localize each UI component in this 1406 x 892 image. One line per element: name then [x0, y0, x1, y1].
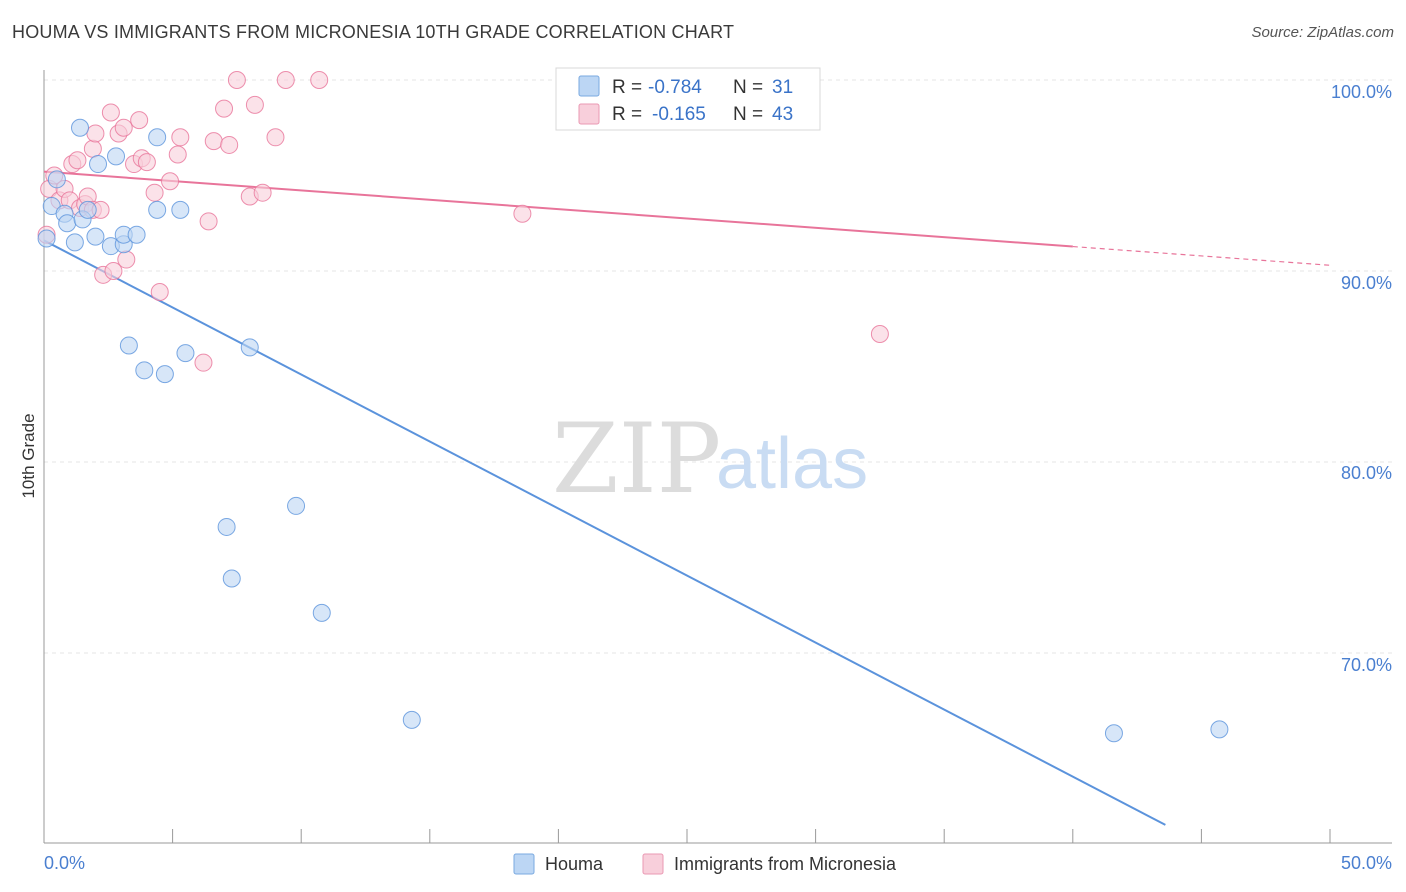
- point-micronesia: [101, 103, 120, 122]
- point-micronesia: [86, 124, 105, 143]
- point-houma: [119, 336, 138, 355]
- y-tick-label: 90.0%: [1341, 273, 1392, 293]
- point-micronesia: [171, 128, 190, 147]
- point-houma: [312, 603, 331, 622]
- legend-swatch-micronesia: [578, 103, 600, 125]
- gridlines: [44, 79, 1392, 654]
- point-houma: [89, 155, 108, 174]
- point-micronesia: [220, 135, 239, 154]
- x-tick-max: 50.0%: [1341, 853, 1392, 873]
- watermark-atlas: atlas: [716, 424, 868, 504]
- y-axis-label: 10th Grade: [19, 413, 38, 498]
- legend-bottom-swatch-micronesia[interactable]: [642, 853, 664, 875]
- y-tick-label: 100.0%: [1331, 82, 1392, 102]
- point-houma: [287, 496, 306, 515]
- point-micronesia: [245, 95, 264, 114]
- point-micronesia: [310, 71, 329, 89]
- legend-swatch-houma: [578, 75, 600, 97]
- point-houma: [217, 517, 236, 536]
- point-micronesia: [114, 118, 133, 137]
- axes: [43, 70, 1392, 844]
- point-micronesia: [266, 128, 285, 147]
- data-points: [37, 71, 1229, 743]
- legend-stats: R = -0.784 N = 31 R = -0.165 N = 43: [555, 67, 821, 131]
- point-micronesia: [215, 99, 234, 118]
- source-credit: Source: ZipAtlas.com: [1251, 24, 1394, 41]
- legend-box: [555, 67, 821, 131]
- legend-bottom-label-micronesia[interactable]: Immigrants from Micronesia: [674, 854, 897, 874]
- legend-series: Houma Immigrants from Micronesia: [513, 853, 897, 875]
- legend-bottom-label-houma[interactable]: Houma: [545, 854, 604, 874]
- point-houma: [1210, 720, 1229, 739]
- point-houma: [171, 200, 190, 219]
- legend-r-value-micronesia: -0.165: [652, 104, 706, 125]
- legend-n-label-houma: N =: [733, 77, 763, 98]
- point-houma: [148, 200, 167, 219]
- point-micronesia: [870, 325, 889, 344]
- point-houma: [127, 225, 146, 244]
- legend-r-label-micronesia: R =: [612, 104, 642, 125]
- legend-n-value-houma: 31: [772, 77, 793, 98]
- point-houma: [222, 569, 241, 588]
- point-micronesia: [253, 183, 272, 202]
- point-micronesia: [68, 151, 87, 170]
- point-houma: [37, 229, 56, 248]
- x-tick-min: 0.0%: [44, 853, 85, 873]
- legend-bottom-swatch-houma[interactable]: [513, 853, 535, 875]
- point-micronesia: [227, 71, 246, 89]
- point-micronesia: [513, 204, 532, 223]
- point-micronesia: [117, 250, 136, 269]
- point-houma: [176, 344, 195, 363]
- point-micronesia: [83, 139, 102, 158]
- point-micronesia: [104, 262, 123, 280]
- y-tick-label: 80.0%: [1341, 463, 1392, 483]
- legend-n-label-micronesia: N =: [733, 104, 763, 125]
- point-houma: [86, 227, 105, 246]
- trend-lines: [43, 170, 1331, 826]
- x-tick-labels: 0.0% 50.0%: [44, 853, 1392, 873]
- point-houma: [107, 147, 126, 166]
- point-houma: [148, 128, 167, 147]
- point-micronesia: [199, 212, 218, 231]
- point-micronesia: [137, 153, 156, 172]
- y-tick-label: 70.0%: [1341, 655, 1392, 675]
- trend-line-dashed: [1072, 245, 1331, 266]
- trend-line-solid: [43, 239, 1166, 826]
- point-houma: [402, 710, 421, 729]
- point-micronesia: [161, 172, 180, 191]
- point-houma: [65, 233, 84, 252]
- point-micronesia: [276, 71, 295, 89]
- point-houma: [78, 200, 97, 219]
- point-houma: [58, 214, 77, 233]
- y-tick-labels: 100.0% 90.0% 80.0% 70.0%: [1331, 82, 1392, 675]
- trend-line-solid: [43, 170, 1073, 248]
- point-houma: [155, 365, 174, 384]
- legend-r-label-houma: R =: [612, 77, 642, 98]
- point-houma: [240, 338, 259, 357]
- point-micronesia: [150, 283, 169, 302]
- watermark: ZIP atlas: [552, 403, 868, 515]
- point-houma: [47, 170, 66, 189]
- point-micronesia: [194, 353, 213, 372]
- legend-n-value-micronesia: 43: [772, 104, 793, 125]
- point-micronesia: [145, 183, 164, 202]
- point-micronesia: [130, 111, 149, 130]
- point-micronesia: [168, 145, 187, 164]
- point-micronesia: [204, 132, 223, 151]
- point-houma: [71, 118, 90, 137]
- point-houma: [135, 361, 154, 380]
- chart-title: HOUMA VS IMMIGRANTS FROM MICRONESIA 10TH…: [12, 22, 735, 42]
- watermark-zip: ZIP: [552, 403, 721, 515]
- point-houma: [1104, 724, 1123, 743]
- legend-r-value-houma: -0.784: [648, 77, 702, 98]
